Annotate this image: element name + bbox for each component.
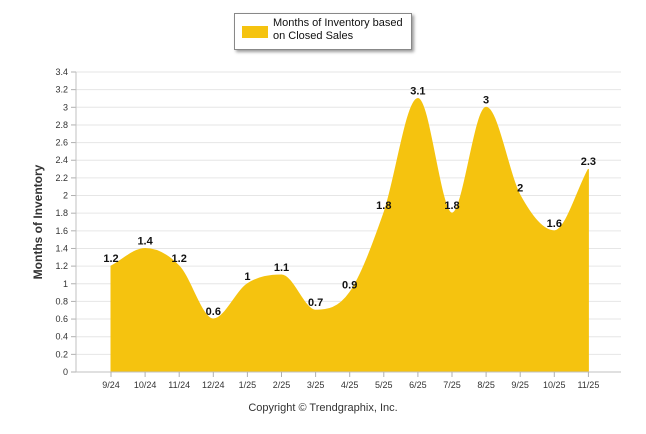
x-tick-label: 5/25 — [375, 380, 393, 390]
y-tick-label: 2 — [63, 191, 68, 201]
y-tick-label: 2.2 — [55, 173, 68, 183]
legend-label: Months of Inventory based on Closed Sale… — [273, 17, 403, 42]
y-tick-label: 1.2 — [55, 261, 68, 271]
data-label: 3.1 — [410, 85, 425, 97]
x-axis-ticks: 9/24 10/24 11/24 12/24 1/25 2/25 3/25 4/25 5/25 6… — [102, 372, 599, 390]
data-label: 0.6 — [206, 306, 221, 318]
series-area-path — [110, 97, 589, 373]
x-tick-label: 9/24 — [102, 380, 120, 390]
data-label: 1.6 — [547, 218, 562, 230]
x-tick-label: 1/25 — [239, 380, 257, 390]
data-label: 1.1 — [274, 262, 289, 274]
data-label: 1.2 — [103, 253, 118, 265]
y-tick-label: 0 — [63, 367, 68, 377]
y-tick-label: 3 — [63, 102, 68, 112]
x-tick-label: 6/25 — [409, 380, 427, 390]
x-tick-label: 12/24 — [202, 380, 225, 390]
data-label: 0.9 — [342, 280, 357, 292]
x-tick-label: 11/25 — [577, 380, 599, 390]
x-tick-label: 11/24 — [168, 380, 190, 390]
data-label: 0.7 — [308, 297, 323, 309]
data-label: 1.8 — [444, 200, 459, 212]
y-tick-label: 1.6 — [55, 226, 68, 236]
y-axis-title: Months of Inventory — [31, 164, 45, 279]
data-label: 2.3 — [581, 156, 596, 168]
y-tick-label: 0.6 — [55, 314, 68, 324]
copyright-footer: Copyright © Trendgraphix, Inc. — [248, 402, 398, 414]
data-label: 1.8 — [376, 200, 391, 212]
y-tick-label: 2.6 — [55, 138, 68, 148]
y-tick-label: 3.2 — [55, 85, 68, 95]
data-label: 3 — [483, 94, 489, 106]
y-tick-label: 0.2 — [55, 349, 68, 359]
y-tick-label: 0.8 — [55, 296, 68, 306]
x-tick-label: 7/25 — [443, 380, 461, 390]
y-tick-label: 1 — [63, 279, 68, 289]
axes — [75, 72, 621, 373]
data-labels: 1.2 1.4 1.2 0.6 1 1.1 0.7 0.9 1.8 3.1 1.8 3 2 1.6 2.3 — [103, 85, 596, 318]
y-tick-label: 3.4 — [55, 67, 68, 77]
y-tick-label: 1.8 — [55, 208, 68, 218]
y-tick-label: 2.8 — [55, 120, 68, 130]
data-label: 1.2 — [172, 253, 187, 265]
y-tick-label: 0.4 — [55, 332, 68, 342]
y-axis-ticks: 0 0.2 0.4 0.6 0.8 1 1.2 1.4 1.6 1.8 2 2.2 2.4 2.6 2.8 3… — [55, 67, 76, 377]
x-tick-label: 2/25 — [273, 380, 291, 390]
data-label: 2 — [517, 183, 523, 195]
x-tick-label: 10/25 — [543, 380, 566, 390]
x-tick-label: 8/25 — [477, 380, 495, 390]
x-tick-label: 4/25 — [341, 380, 359, 390]
data-label: 1.4 — [137, 235, 153, 247]
x-tick-label: 9/25 — [511, 380, 529, 390]
legend[interactable]: Months of Inventory based on Closed Sale… — [234, 13, 412, 50]
x-tick-label: 10/24 — [134, 380, 157, 390]
x-tick-label: 3/25 — [307, 380, 325, 390]
data-label: 1 — [244, 271, 250, 283]
y-tick-label: 2.4 — [55, 155, 68, 165]
y-tick-label: 1.4 — [55, 243, 68, 253]
series-area — [110, 97, 589, 373]
legend-swatch — [242, 26, 268, 38]
